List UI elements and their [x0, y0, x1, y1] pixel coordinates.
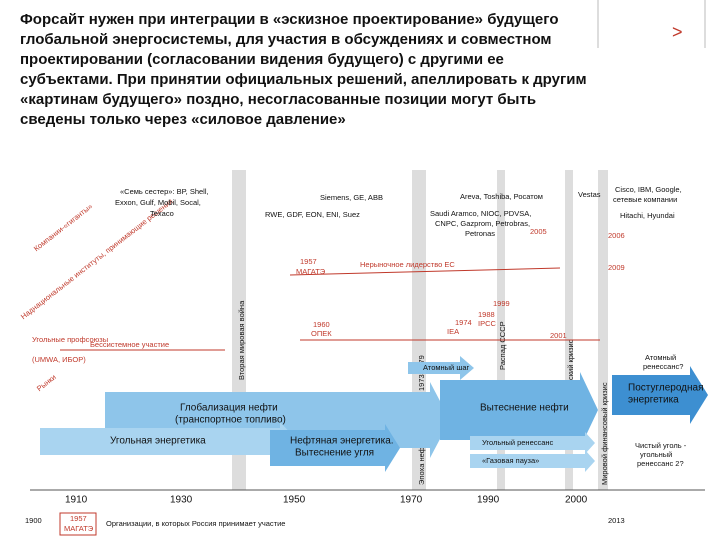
company: Areva, Toshiba, Росатом	[460, 192, 543, 201]
row-label: Компании-«гиганты»	[32, 202, 94, 253]
institution: 1974	[455, 318, 472, 327]
axis-end: 2013	[608, 516, 625, 525]
band-label: (транспортное топливо)	[175, 415, 286, 426]
institution: 1960	[313, 320, 330, 329]
company: Texaco	[150, 209, 174, 218]
row-label: Рынки	[35, 372, 58, 393]
event-label: Вторая мировая война	[237, 300, 246, 380]
company: Saudi Aramco, NIOC, PDVSA,	[430, 209, 531, 218]
company: Hitachi, Hyundai	[620, 211, 675, 220]
axis-year: 1970	[400, 495, 423, 506]
institution: IEA	[447, 327, 459, 336]
event-label: Распад СССР	[498, 321, 507, 370]
institution: IPCC	[478, 319, 497, 328]
legend-name: МАГАТЭ	[64, 524, 94, 533]
band-label: ренессанс 2?	[637, 459, 684, 468]
company: Exxon, Gulf, Mobil, Socal,	[115, 198, 201, 207]
band-label: Вытеснение угля	[295, 448, 374, 459]
institution: Бессистемное участие	[90, 340, 169, 349]
axis-year: 1950	[283, 495, 306, 506]
company: Cisco, IBM, Google,	[615, 185, 682, 194]
institution: 2009	[608, 263, 625, 272]
company: RWE, GDF, EON, ENI, Suez	[265, 210, 360, 219]
slide-title: Форсайт нужен при интеграции в «эскизное…	[20, 11, 587, 128]
band-label: «Газовая пауза»	[482, 456, 539, 465]
band-arrow	[40, 422, 298, 460]
band-label: Чистый уголь -	[635, 441, 687, 450]
institution: МАГАТЭ	[296, 267, 326, 276]
company: сетевые компании	[613, 195, 677, 204]
axis-start: 1900	[25, 516, 42, 525]
axis-year: 1990	[477, 495, 500, 506]
band-arrow	[612, 366, 708, 424]
institution: Нерыночное лидерство ЕС	[360, 260, 455, 269]
market: (UMWA, ИБОР)	[32, 355, 86, 364]
band-label: Атомный	[645, 353, 676, 362]
band-label: Атомный шаг	[423, 363, 470, 372]
band-label: ренессанс?	[643, 362, 683, 371]
band-label: Вытеснение нефти	[480, 402, 569, 414]
event-bar	[497, 170, 505, 490]
company: Siemens, GE, ABB	[320, 193, 383, 202]
legend-box	[59, 512, 97, 536]
company: Vestas	[578, 190, 601, 199]
institution: 2005	[530, 227, 547, 236]
band-label: Нефтяная энергетика.	[290, 435, 394, 447]
band-arrow	[270, 424, 400, 472]
institution: 2001	[550, 331, 567, 340]
band-label: угольный	[640, 450, 672, 459]
band-label: энергетика	[628, 395, 679, 406]
band-label: Угольный ренессанс	[482, 438, 554, 447]
band-label: Постуглеродная	[628, 383, 704, 394]
institution: 2006	[608, 231, 625, 240]
event-label: Мировой финансовый кризис	[600, 382, 609, 485]
institution: ОПЕК	[311, 329, 332, 338]
band-label: Угольная энергетика	[110, 436, 206, 447]
next-button[interactable]: >	[672, 22, 683, 42]
band-label: Глобализация нефти	[180, 402, 278, 414]
axis-year: 2000	[565, 495, 588, 506]
company: CNPC, Gazprom, Petrobras,	[435, 219, 530, 228]
legend-text: Организации, в которых Россия принимает …	[106, 519, 285, 528]
axis-year: 1930	[170, 495, 193, 506]
institution-line	[289, 267, 561, 276]
event-bar	[565, 170, 573, 490]
legend-year: 1957	[70, 514, 87, 523]
band-arrow	[440, 372, 598, 448]
event-bar	[598, 170, 608, 490]
company: «Семь сестер»: BP, Shell,	[120, 187, 209, 196]
band-arrow	[470, 450, 595, 472]
institution: 1999	[493, 299, 510, 308]
company: Petronas	[465, 229, 495, 238]
axis-year: 1910	[65, 495, 88, 506]
institution: 1988	[478, 310, 495, 319]
market: Угольные профсоюзы	[32, 335, 108, 344]
institution: 1957	[300, 257, 317, 266]
band-arrow	[470, 432, 595, 454]
event-label: Азиатский кризис	[566, 339, 575, 400]
band-arrow	[408, 356, 474, 380]
